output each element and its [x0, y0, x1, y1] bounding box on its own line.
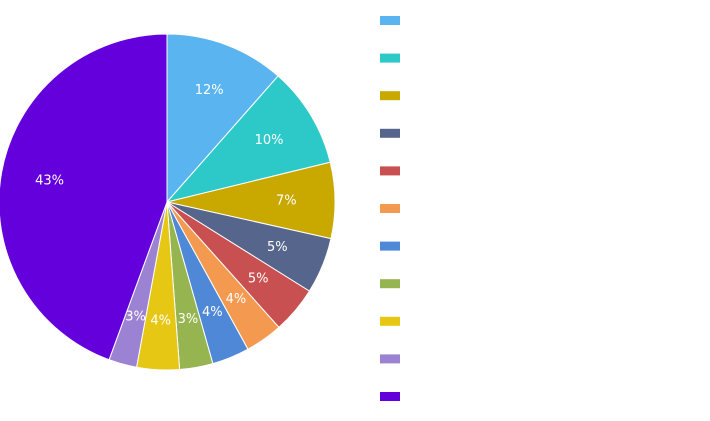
slice-label-5: 5% — [248, 271, 269, 286]
slice-label-2: 10% — [255, 133, 284, 148]
legend-swatch-5 — [380, 166, 400, 176]
legend-swatch-4 — [380, 128, 400, 138]
legend-swatch-1 — [380, 16, 400, 25]
pie-slice-labels: 12%10%7%5%5%4%4%3%4%3%43% — [35, 83, 296, 329]
legend-swatch-10 — [380, 354, 400, 364]
legend — [380, 16, 400, 401]
slice-label-6: 4% — [226, 292, 247, 307]
legend-swatch-7 — [380, 241, 400, 251]
legend-swatch-11 — [380, 392, 400, 401]
slice-label-10: 3% — [125, 310, 146, 325]
slice-label-3: 7% — [276, 193, 297, 208]
legend-swatch-8 — [380, 279, 400, 289]
legend-swatch-6 — [380, 204, 400, 213]
legend-swatch-9 — [380, 316, 400, 326]
legend-swatch-2 — [380, 53, 400, 63]
slice-label-9: 4% — [150, 314, 171, 329]
slice-label-4: 5% — [267, 240, 288, 255]
pie-slice-2 — [165, 75, 331, 203]
pie-slices — [0, 33, 336, 371]
slice-label-11: 43% — [35, 174, 64, 189]
pie-slice-1 — [166, 33, 279, 204]
slice-label-1: 12% — [195, 83, 224, 98]
slice-label-8: 3% — [178, 312, 199, 327]
slice-label-7: 4% — [202, 305, 223, 320]
legend-swatch-3 — [380, 91, 400, 101]
pie-slice-11 — [0, 33, 168, 361]
